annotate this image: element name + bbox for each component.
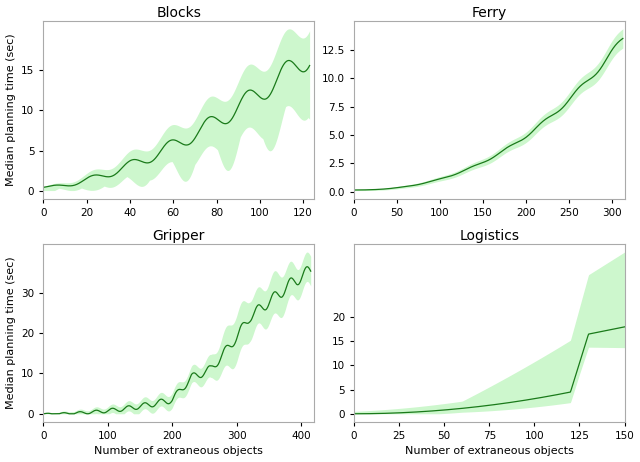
Title: Blocks: Blocks <box>156 6 201 19</box>
X-axis label: Number of extraneous objects: Number of extraneous objects <box>405 446 573 456</box>
Title: Logistics: Logistics <box>460 229 519 243</box>
Y-axis label: Median planning time (sec): Median planning time (sec) <box>6 256 16 409</box>
Title: Ferry: Ferry <box>472 6 507 19</box>
Title: Gripper: Gripper <box>152 229 205 243</box>
X-axis label: Number of extraneous objects: Number of extraneous objects <box>94 446 263 456</box>
Y-axis label: Median planning time (sec): Median planning time (sec) <box>6 33 15 186</box>
